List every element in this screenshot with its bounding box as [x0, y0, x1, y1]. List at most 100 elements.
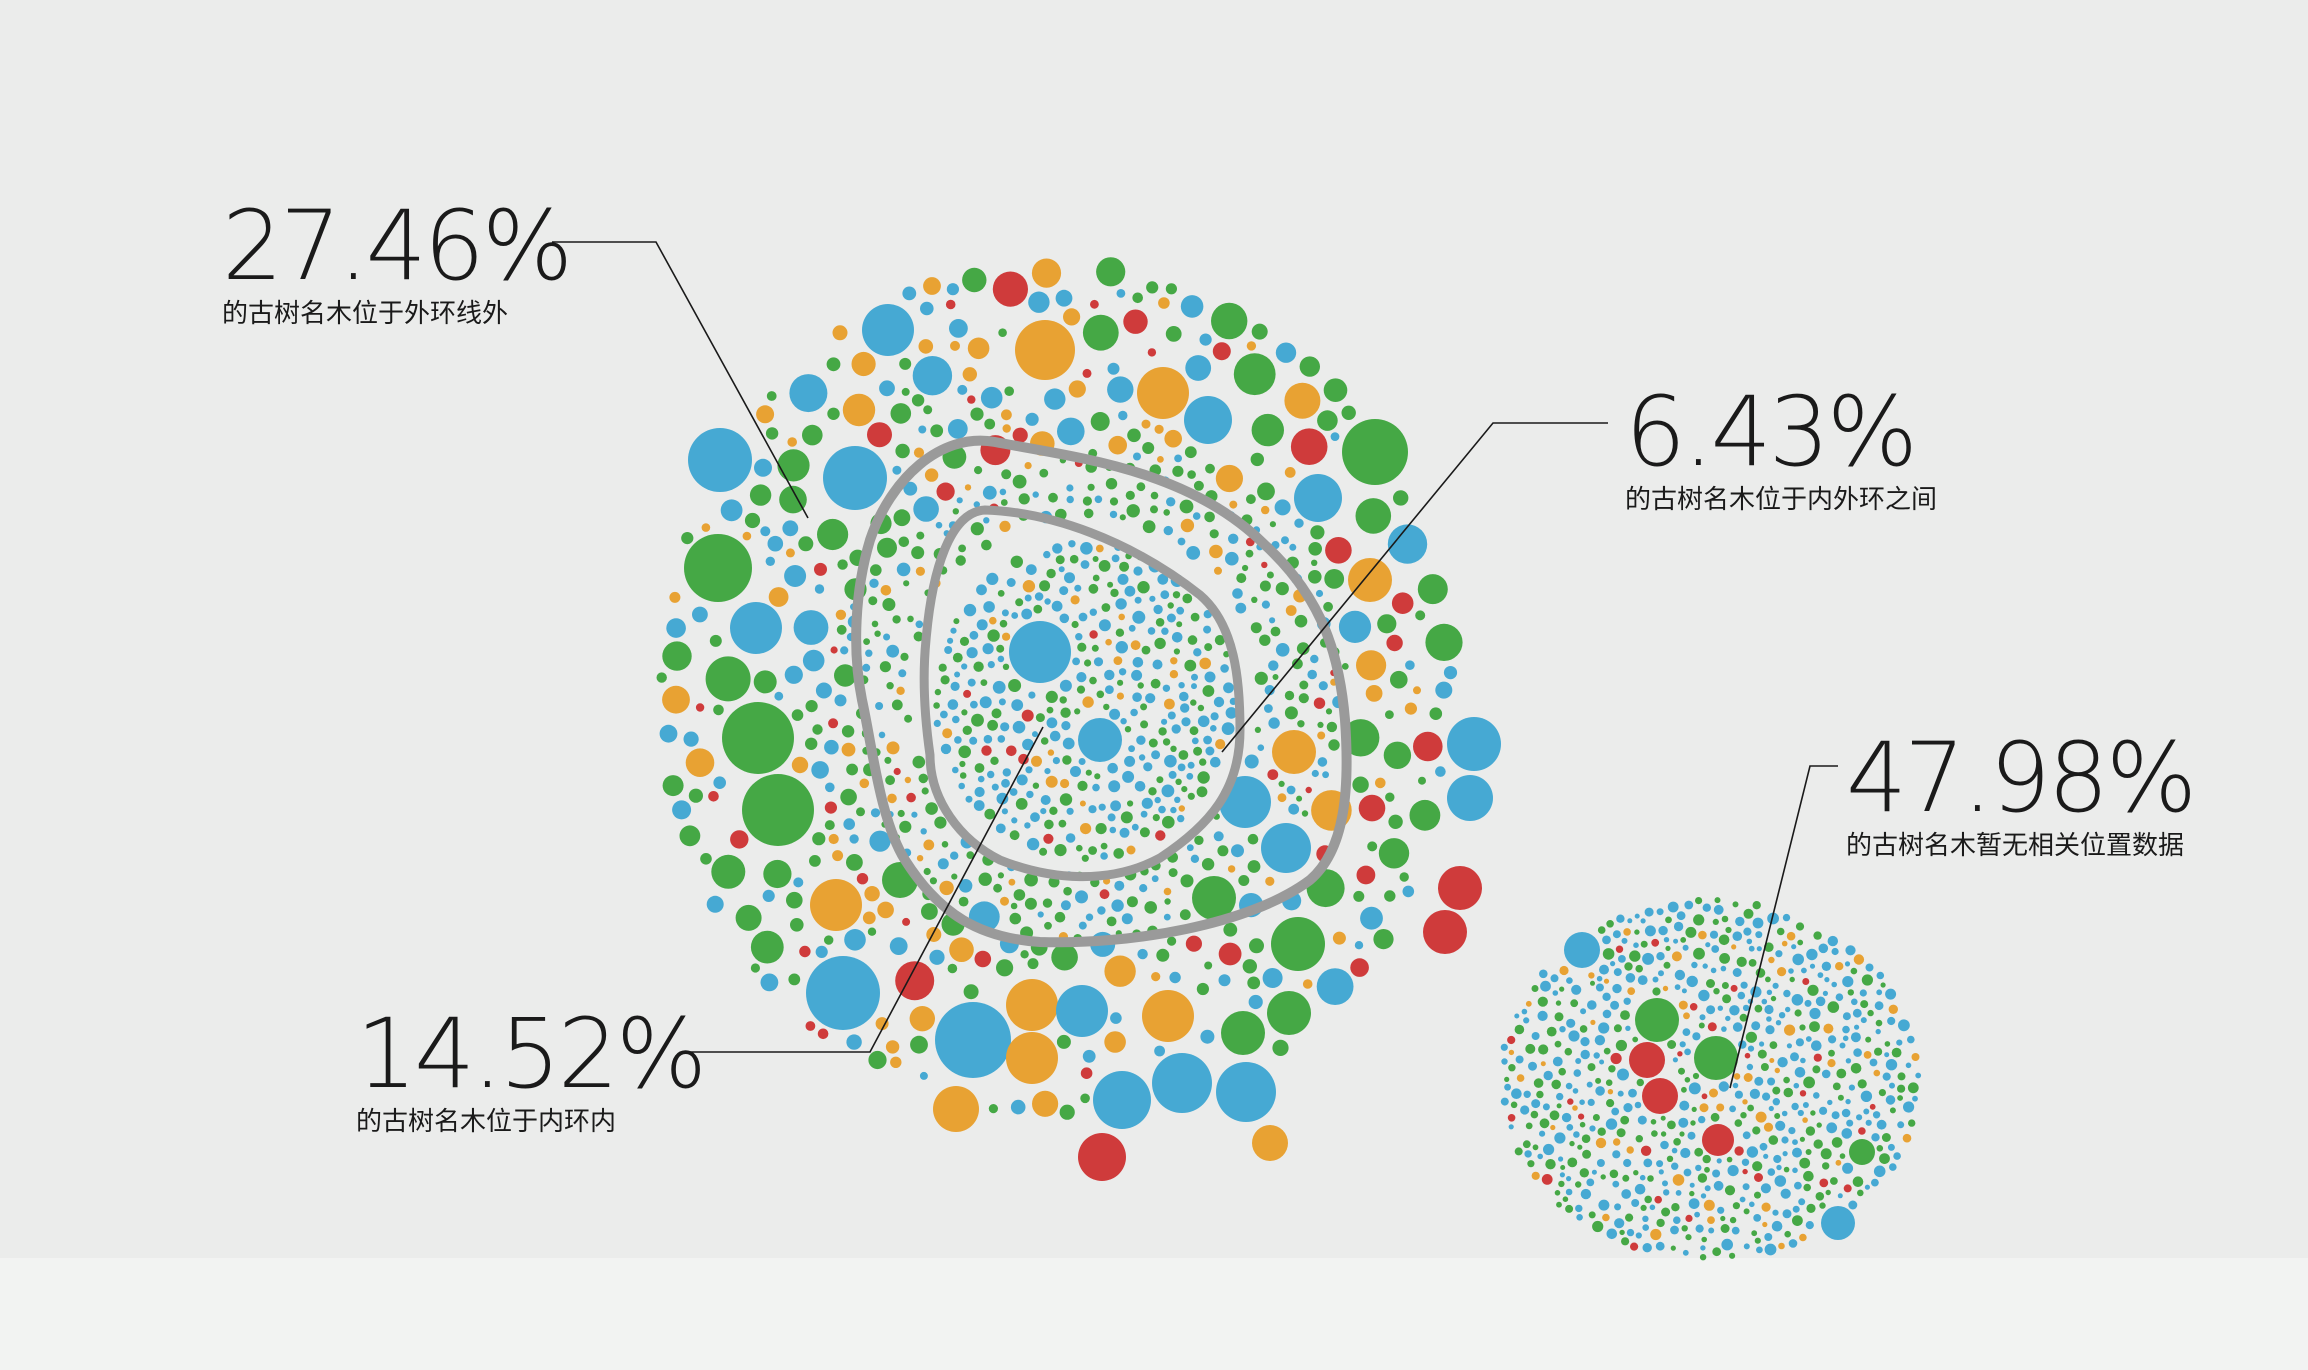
- bubble: [1579, 1121, 1586, 1128]
- bubble: [963, 603, 977, 617]
- bubble: [1559, 1172, 1565, 1178]
- bubble: [1805, 1149, 1812, 1155]
- bubble: [1615, 1039, 1627, 1052]
- bubble: [1658, 970, 1664, 977]
- bubble: [1633, 1170, 1639, 1176]
- bubble: [1720, 965, 1727, 972]
- bubble: [1313, 697, 1326, 709]
- bubble: [1508, 1064, 1516, 1072]
- bubble: [701, 523, 711, 532]
- bubble: [1880, 982, 1886, 988]
- bubble: [1022, 580, 1036, 593]
- bubble: [1599, 1059, 1605, 1065]
- bubble: [992, 271, 1028, 307]
- bubble: [1172, 465, 1184, 477]
- bubble: [1261, 505, 1270, 515]
- bubble: [1688, 1082, 1701, 1095]
- bubble: [828, 718, 839, 729]
- bubble: [1139, 884, 1148, 893]
- bubble: [934, 688, 942, 696]
- bubble: [1644, 1195, 1652, 1204]
- bubble: [1143, 762, 1153, 772]
- bubble: [1119, 561, 1130, 572]
- bubble: [1046, 706, 1054, 714]
- bubble: [1562, 1196, 1569, 1202]
- bubble: [1740, 1112, 1747, 1119]
- bubble: [1732, 1082, 1739, 1089]
- bubble: [1679, 1131, 1685, 1137]
- bubble: [1032, 1090, 1059, 1117]
- bubble: [1180, 874, 1194, 888]
- bubble: [1056, 1034, 1071, 1049]
- bubble: [1134, 781, 1146, 792]
- bubble: [1752, 1161, 1763, 1172]
- bubble: [1789, 976, 1795, 983]
- bubble: [1267, 769, 1279, 780]
- bubble: [1236, 573, 1247, 584]
- bubble: [1663, 937, 1670, 943]
- bubble: [1137, 581, 1150, 594]
- bubble: [1694, 1036, 1738, 1080]
- bubble: [1567, 1098, 1574, 1105]
- bubble: [749, 484, 772, 506]
- bubble: [1651, 1130, 1658, 1137]
- annotation-outside-outer-ring: 27.46% 的古树名木位于外环线外: [222, 198, 573, 330]
- bubble: [1759, 1041, 1765, 1047]
- bubble: [1729, 1005, 1740, 1016]
- bubble: [1598, 1199, 1610, 1211]
- bubble: [1079, 800, 1086, 807]
- bubble: [933, 702, 940, 709]
- bubble: [1028, 291, 1050, 313]
- bubble: [1388, 814, 1403, 829]
- bubble: [1783, 989, 1791, 998]
- bubble: [1643, 1158, 1653, 1168]
- bubble: [921, 787, 929, 795]
- bubble: [1542, 1103, 1550, 1111]
- bubble: [1504, 1083, 1511, 1091]
- bubble: [1622, 1174, 1630, 1182]
- bubble: [1018, 493, 1030, 505]
- bubble: [799, 945, 811, 958]
- bubble: [1876, 1145, 1884, 1152]
- bubble: [1115, 641, 1129, 654]
- bubble: [1623, 928, 1631, 936]
- bubble: [1797, 939, 1804, 946]
- bubble: [1059, 586, 1069, 596]
- bubble: [1831, 1111, 1840, 1120]
- bubble: [1587, 1098, 1595, 1106]
- bubble: [1068, 540, 1076, 548]
- bubble: [1170, 745, 1177, 752]
- bubble: [1586, 1178, 1595, 1187]
- bubble: [1785, 1006, 1791, 1013]
- bubble: [970, 522, 984, 536]
- bubble: [1798, 1198, 1806, 1206]
- bubble: [1323, 601, 1333, 612]
- bubble: [1164, 698, 1175, 710]
- bubble: [1671, 1162, 1679, 1170]
- bubble: [1002, 424, 1011, 433]
- bubble: [1162, 738, 1171, 746]
- bubble: [878, 731, 886, 739]
- bubble: [1860, 1000, 1869, 1009]
- bubble: [1769, 1041, 1778, 1049]
- bubble: [1210, 756, 1221, 768]
- bubble: [1658, 1169, 1664, 1175]
- bubble: [1831, 947, 1839, 956]
- bubble: [947, 637, 954, 644]
- bubble: [1059, 793, 1073, 806]
- bubble: [659, 724, 678, 743]
- bubble: [1821, 1069, 1831, 1079]
- bubble: [1791, 994, 1804, 1006]
- bubble: [1794, 1067, 1806, 1078]
- bubble: [1573, 1069, 1582, 1077]
- bubble: [1667, 1040, 1677, 1049]
- bubble: [891, 699, 903, 711]
- bubble: [1004, 386, 1014, 397]
- bubble: [1383, 741, 1412, 769]
- bubble: [1118, 613, 1125, 621]
- bubble: [1707, 1022, 1717, 1032]
- bubble: [997, 590, 1005, 597]
- bubble: [1782, 1151, 1788, 1157]
- bubble: [1158, 727, 1167, 736]
- bubble: [940, 675, 950, 685]
